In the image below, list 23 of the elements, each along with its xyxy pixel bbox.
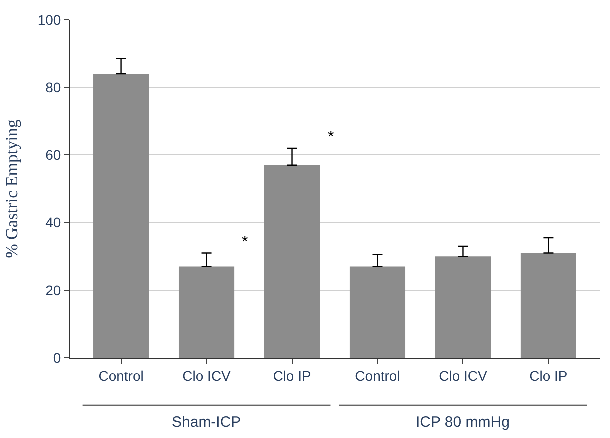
bar bbox=[350, 266, 406, 358]
y-tick-label: 0 bbox=[53, 350, 62, 366]
bar bbox=[435, 256, 492, 358]
bar bbox=[94, 74, 150, 358]
y-tick-label: 40 bbox=[46, 214, 62, 231]
bar bbox=[264, 165, 320, 358]
x-tick-label: Clo IP bbox=[273, 368, 312, 384]
data-label: * bbox=[242, 234, 248, 251]
y-tick-label: 100 bbox=[38, 12, 62, 28]
text: Sham-ICP bbox=[172, 414, 242, 431]
text: ICP 80 mmHg bbox=[416, 414, 510, 431]
y-tick-label: 60 bbox=[46, 147, 62, 164]
y-axis-title: % Gastric Emptying bbox=[2, 119, 22, 258]
bar bbox=[520, 253, 576, 358]
x-tick-label: Clo ICV bbox=[439, 368, 488, 384]
x-tick-label: Clo ICV bbox=[182, 368, 232, 384]
x-tick-label: Control bbox=[98, 368, 144, 384]
x-tick-label: Clo IP bbox=[530, 368, 568, 384]
x-tick-label: Control bbox=[355, 368, 400, 384]
bar bbox=[178, 266, 235, 358]
y-tick-label: 20 bbox=[46, 282, 62, 298]
y-tick-label: 80 bbox=[46, 80, 62, 96]
data-label: * bbox=[328, 129, 334, 146]
